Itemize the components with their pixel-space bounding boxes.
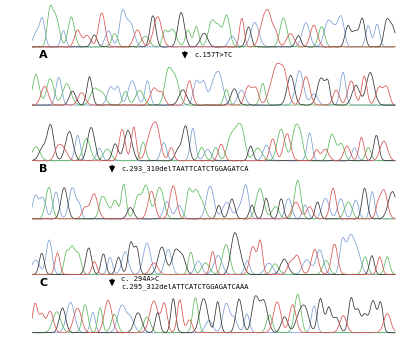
Text: C: C [39, 278, 48, 288]
Text: A: A [39, 50, 48, 60]
Text: c. 294A>C: c. 294A>C [121, 276, 160, 282]
Text: c.157T>TC: c.157T>TC [194, 52, 232, 58]
Text: c.295_312delATTCATCTGGAGATCAAA: c.295_312delATTCATCTGGAGATCAAA [121, 283, 249, 290]
Text: c.293_310delTAATTCATCTGGAGATCA: c.293_310delTAATTCATCTGGAGATCA [121, 165, 249, 172]
Text: B: B [39, 164, 48, 174]
